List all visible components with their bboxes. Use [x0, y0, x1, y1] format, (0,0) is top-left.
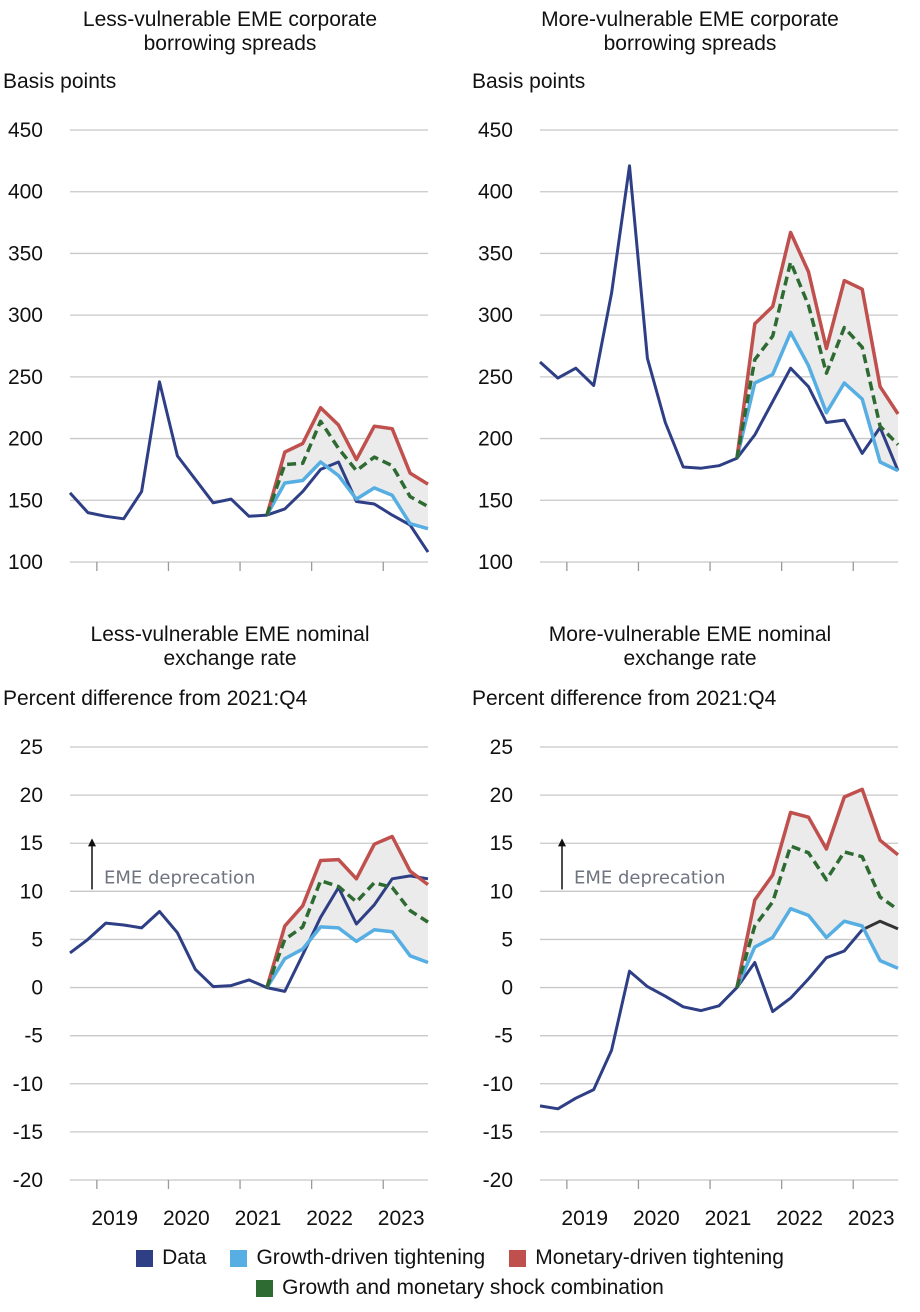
- y-tick-label: 300: [478, 304, 513, 327]
- arrow-up-icon: [558, 838, 566, 847]
- legend: Data Growth-driven tightening Monetary-d…: [0, 1243, 920, 1303]
- panel-2-ylabel: Basis points: [472, 70, 586, 93]
- y-tick-label: -20: [13, 1169, 43, 1192]
- series-combo-line: [735, 844, 900, 989]
- series-combo-line: [265, 419, 429, 516]
- series-monetary-line: [265, 405, 429, 516]
- chart-svg: 1001502002503003504004501001502002503003…: [8, 119, 900, 1230]
- legend-swatch-combo: [256, 1279, 274, 1297]
- panel-1: 100 150 200 250 300 350 400 450: [8, 119, 430, 574]
- y-tick-label: 100: [478, 551, 513, 574]
- panel-4-title: More-vulnerable EME nominal exchange rat…: [548, 623, 832, 670]
- x-tick-label: 2023: [378, 1207, 425, 1230]
- y-tick-label: 10: [490, 880, 513, 903]
- y-tick-label: 15: [490, 832, 513, 855]
- series-combo-line: [735, 260, 900, 459]
- series-data-line: [68, 380, 430, 553]
- panel-3-title: Less-vulnerable EME nominal exchange rat…: [90, 623, 370, 670]
- y-tick-label: 300: [8, 304, 43, 327]
- y-tick-label: -5: [24, 1025, 43, 1048]
- y-tick-label: 5: [501, 928, 513, 951]
- y-tick-label: 250: [478, 366, 513, 389]
- legend-row-2: Growth and monetary shock combination: [0, 1273, 920, 1303]
- y-tick-label: 15: [20, 832, 43, 855]
- y-tick-label: -20: [483, 1169, 513, 1192]
- x-tick-label: 2022: [306, 1207, 353, 1230]
- series-growth-line: [265, 925, 429, 989]
- x-tick-label: 2023: [848, 1207, 895, 1230]
- y-tick-label: -10: [483, 1073, 513, 1096]
- annotation-text: EME deprecation: [104, 867, 255, 888]
- arrow-up-icon: [88, 838, 96, 847]
- series-monetary-line: [265, 834, 430, 989]
- series-monetary-line: [735, 787, 900, 988]
- legend-label-monetary: Monetary-driven tightening: [535, 1246, 784, 1269]
- x-tick-label: 2019: [91, 1207, 138, 1230]
- y-tick-label: 25: [20, 736, 43, 759]
- panel-4-ylabel: Percent difference from 2021:Q4: [472, 687, 777, 710]
- series-growth-line: [265, 460, 429, 531]
- series-growth-line: [735, 330, 899, 473]
- y-tick-label: -15: [483, 1121, 513, 1144]
- legend-item-combo: Growth and monetary shock combination: [256, 1276, 664, 1300]
- series-data-line: [69, 874, 429, 993]
- legend-item-growth: Growth-driven tightening: [230, 1246, 485, 1270]
- panel-4: -20 -15 -10 -5 0 5 10 15 20 25 2019 2020 2021 2022 202…: [483, 736, 900, 1230]
- series-monetary-line: [735, 230, 900, 459]
- series-data-line-latest: [861, 919, 899, 932]
- legend-label-growth: Growth-driven tightening: [256, 1246, 486, 1269]
- legend-swatch-growth: [230, 1249, 248, 1267]
- y-tick-label: 20: [490, 784, 513, 807]
- y-tick-label: 450: [478, 119, 513, 142]
- legend-label-data: Data: [162, 1246, 207, 1269]
- shock-range-band: [736, 789, 898, 988]
- y-tick-label: 0: [31, 977, 43, 1000]
- y-tick-label: 150: [478, 489, 513, 512]
- x-tick-label: 2020: [163, 1207, 210, 1230]
- panel-3: -20 -15 -10 -5 0 5 10 15 20 25 2019 2020 2021 2022 202…: [13, 736, 430, 1230]
- y-tick-label: 350: [8, 242, 43, 265]
- legend-swatch-monetary: [509, 1249, 527, 1267]
- shock-range-band: [266, 836, 428, 988]
- panel-2-title: More-vulnerable EME corporate borrowing …: [541, 8, 839, 55]
- legend-swatch-data: [136, 1249, 154, 1267]
- y-tick-label: 200: [8, 428, 43, 451]
- y-tick-label: 10: [20, 880, 43, 903]
- x-tick-label: 2021: [235, 1207, 282, 1230]
- legend-item-data: Data: [136, 1246, 206, 1270]
- legend-row-1: Data Growth-driven tightening Monetary-d…: [0, 1243, 920, 1273]
- panel-1-title: Less-vulnerable EME corporate borrowing …: [82, 8, 378, 55]
- panel-2: 100 150 200 250 300 350 400 450: [478, 119, 900, 574]
- y-tick-label: -5: [494, 1025, 513, 1048]
- y-tick-label: 450: [8, 119, 43, 142]
- panel-1-ylabel: Basis points: [3, 70, 117, 93]
- y-tick-label: 350: [478, 242, 513, 265]
- series-data-line: [539, 928, 864, 1111]
- y-tick-label: -15: [13, 1121, 43, 1144]
- x-tick-label: 2021: [705, 1207, 752, 1230]
- annotation-text: EME deprecation: [574, 867, 725, 888]
- y-tick-label: 25: [490, 736, 513, 759]
- y-tick-label: 20: [20, 784, 43, 807]
- series-data-line: [538, 164, 900, 472]
- legend-item-monetary: Monetary-driven tightening: [509, 1246, 784, 1270]
- y-tick-label: 100: [8, 551, 43, 574]
- y-tick-label: -10: [13, 1073, 43, 1096]
- panel-3-ylabel: Percent difference from 2021:Q4: [3, 687, 308, 710]
- y-tick-label: 400: [478, 181, 513, 204]
- y-tick-label: 250: [8, 366, 43, 389]
- series-combo-line: [265, 878, 429, 989]
- y-tick-label: 150: [8, 489, 43, 512]
- y-tick-label: 200: [478, 428, 513, 451]
- x-tick-label: 2022: [776, 1207, 823, 1230]
- y-tick-label: 5: [31, 928, 43, 951]
- y-tick-label: 400: [8, 181, 43, 204]
- series-growth-line: [735, 906, 899, 989]
- x-tick-label: 2019: [561, 1207, 608, 1230]
- x-tick-label: 2020: [633, 1207, 680, 1230]
- legend-label-combo: Growth and monetary shock combination: [282, 1276, 664, 1299]
- y-tick-label: 0: [501, 977, 513, 1000]
